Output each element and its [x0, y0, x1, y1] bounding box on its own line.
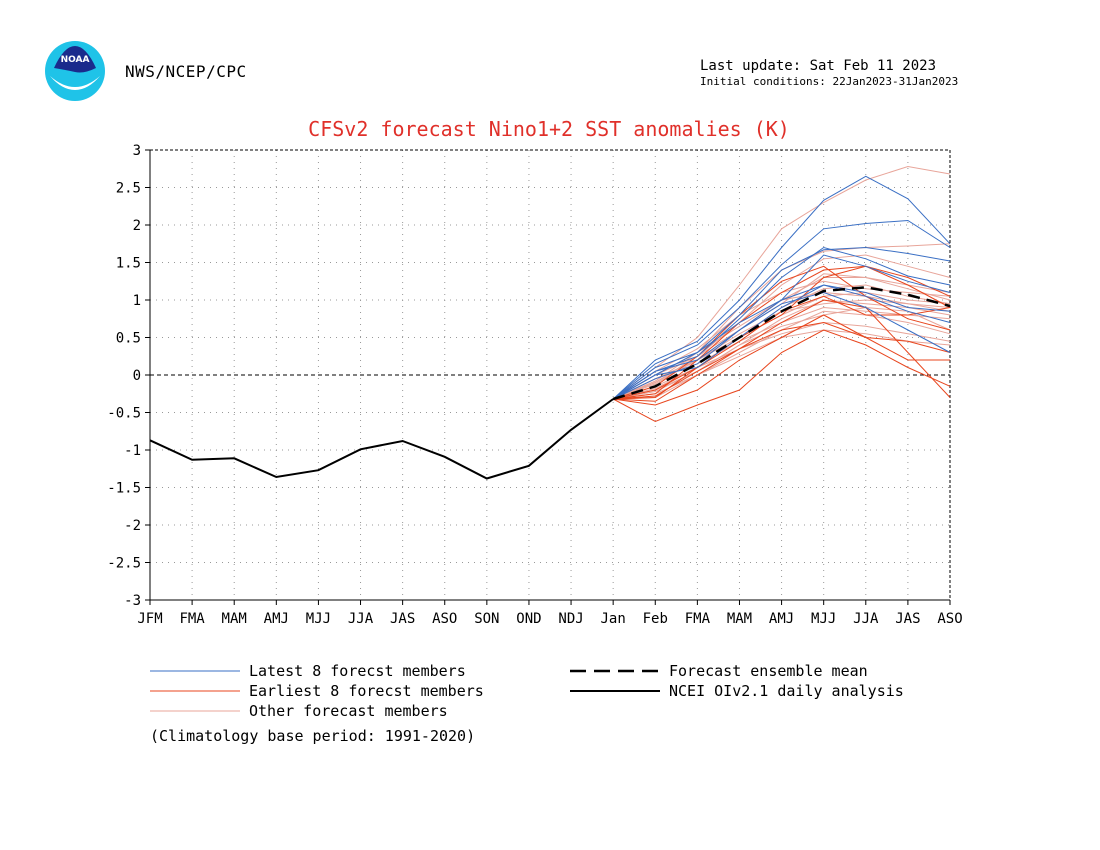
x-tick-label: MJJ [811, 611, 836, 627]
x-tick-label: JJA [348, 611, 374, 627]
analysis-line [149, 398, 614, 480]
x-tick-label: Feb [643, 611, 668, 627]
y-tick-label: -1.5 [107, 481, 141, 497]
other-member-line [613, 306, 951, 400]
legend-label-analysis: NCEI OIv2.1 daily analysis [669, 682, 904, 700]
x-tick-label: ASO [432, 611, 457, 627]
x-tick-label: AMJ [264, 611, 289, 627]
x-tick-label: OND [516, 611, 541, 627]
noaa-logo: NOAA [45, 41, 105, 101]
x-tick-label: JFM [137, 611, 162, 627]
climatology-footnote: (Climatology base period: 1991-2020) [150, 727, 475, 745]
earliest-member-line [612, 329, 951, 423]
legend-label-earliest: Earliest 8 forecst members [249, 682, 484, 700]
x-tick-label: JJA [853, 611, 879, 627]
y-tick-label: 2 [133, 218, 141, 234]
ensemble-mean-line [612, 286, 951, 401]
x-tick-label: JAS [895, 611, 920, 627]
legend-label-mean: Forecast ensemble mean [669, 662, 868, 680]
x-tick-label: MAM [727, 611, 752, 627]
noaa-logo-text: NOAA [61, 55, 90, 65]
earliest-member-line [613, 299, 951, 402]
y-tick-label: 2.5 [116, 181, 141, 197]
latest-member-line [612, 175, 951, 400]
x-tick-label: MJJ [306, 611, 331, 627]
x-tick-label: FMA [179, 611, 205, 627]
y-tick-label: -3 [124, 593, 141, 609]
x-tick-label: MAM [222, 611, 247, 627]
legend-label-latest: Latest 8 forecst members [249, 662, 466, 680]
latest-member-line [612, 284, 951, 400]
y-tick-label: 0.5 [116, 331, 141, 347]
x-tick-label: SON [474, 611, 499, 627]
y-tick-label: 1 [133, 293, 141, 309]
x-tick-label: ASO [937, 611, 962, 627]
x-tick-label: FMA [685, 611, 711, 627]
x-tick-label: JAS [390, 611, 415, 627]
earliest-member-line [613, 314, 950, 406]
earliest-members-layer [612, 265, 951, 423]
latest-member-line [612, 284, 951, 400]
other-member-line [613, 321, 951, 400]
x-tick-label: AMJ [769, 611, 794, 627]
ensemble-mean-layer [612, 286, 951, 401]
latest-member-line [612, 246, 951, 400]
latest-member-line [612, 219, 951, 400]
analysis-layer [149, 398, 614, 480]
legend: Latest 8 forecst members Earliest 8 forec… [150, 662, 904, 720]
y-tick-label: 0 [133, 368, 141, 384]
latest-member-line [612, 246, 951, 400]
legend-label-other: Other forecast members [249, 702, 448, 720]
y-tick-label: -2 [124, 518, 141, 534]
earliest-member-line [613, 321, 951, 400]
y-tick-label: -1 [124, 443, 141, 459]
chart-title: CFSv2 forecast Nino1+2 SST anomalies (K) [308, 117, 790, 141]
y-tick-label: -2.5 [107, 556, 141, 572]
agency-label: NWS/NCEP/CPC [125, 62, 247, 81]
x-tick-label: NDJ [558, 611, 583, 627]
y-tick-label: -0.5 [107, 406, 141, 422]
latest-member-line [612, 291, 951, 400]
y-tick-label: 3 [133, 143, 141, 159]
axis-layer: 3 2.5 2 1.5 1 0.5 0 -0.5 -1 -1.5 -2 -2.5 -3 JFM FMA MAM… [107, 143, 962, 627]
initial-conditions-text: Initial conditions: 22Jan2023-31Jan2023 [700, 75, 959, 88]
latest-members-layer [612, 175, 951, 400]
last-update-text: Last update: Sat Feb 11 2023 [700, 58, 937, 74]
y-tick-label: 1.5 [116, 256, 141, 272]
x-tick-label: Jan [601, 611, 626, 627]
earliest-member-line [613, 265, 951, 400]
